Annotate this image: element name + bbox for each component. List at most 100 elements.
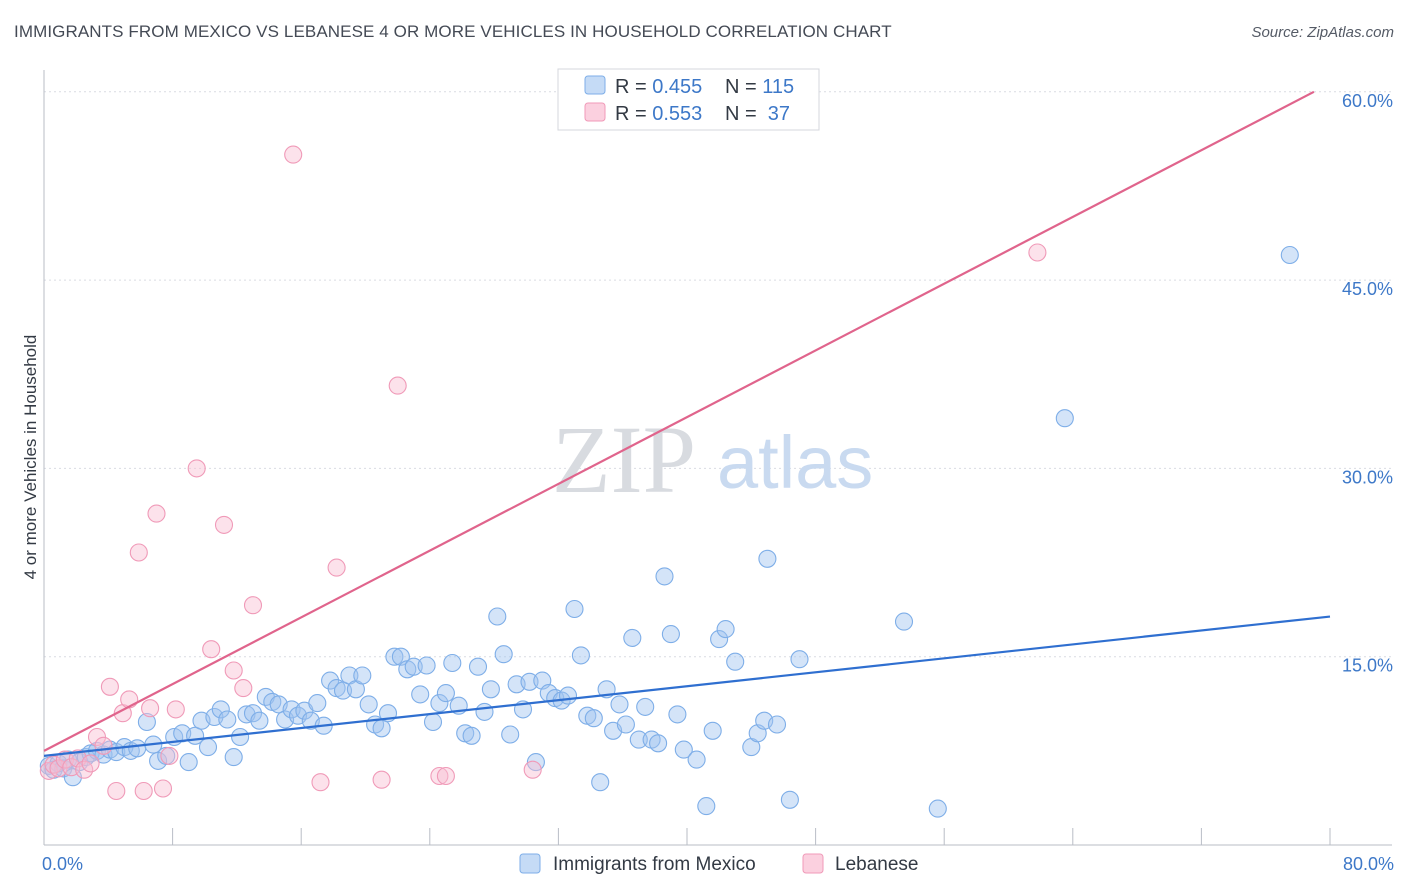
mexico-point-61: [430, 694, 449, 713]
lebanese-point-27: [284, 145, 303, 164]
legend-swatch-mexico: [584, 75, 606, 95]
lebanese-point-7: [81, 754, 100, 773]
mexico-point-69: [481, 680, 500, 699]
axes: [43, 70, 1392, 846]
lebanese-point-15: [134, 781, 153, 801]
lebanese-point-33: [436, 766, 455, 786]
grid-lines: [44, 91, 1392, 658]
legend-r-label: R =: [615, 103, 652, 125]
lebanese-point-21: [187, 459, 206, 478]
lebanese-point-9: [94, 736, 113, 755]
mexico-point-30: [231, 727, 250, 747]
svg-text:R = 0.455: R = 0.455: [615, 76, 702, 98]
mexico-point-16: [137, 712, 156, 732]
lebanese-trend-line: [43, 90, 1315, 752]
svg-text:N = 37: N = 37: [725, 103, 790, 125]
lebanese-point-18: [153, 779, 173, 798]
y-tick-label-2: 45.0%: [1342, 279, 1393, 299]
mexico-point-59: [417, 656, 436, 675]
mexico-point-52: [372, 719, 391, 738]
mexico-point-105: [726, 652, 745, 671]
legend-n-value: 115: [762, 76, 794, 98]
mexico-point-33: [250, 711, 269, 730]
chart-title: IMMIGRANTS FROM MEXICO VS LEBANESE 4 OR …: [14, 22, 892, 41]
svg-text:N = 115: N = 115: [725, 76, 794, 98]
lebanese-point-36: [1028, 243, 1047, 262]
y-tick-label-1: 30.0%: [1342, 467, 1393, 487]
mexico-point-109: [758, 549, 777, 568]
mexico-point-67: [468, 657, 488, 676]
mexico-point-99: [674, 740, 693, 759]
mexico-point-96: [655, 567, 674, 586]
lebanese-point-10: [100, 677, 119, 696]
legend-r-value: 0.553: [652, 103, 702, 125]
mexico-point-115: [1055, 409, 1074, 428]
top-legend: R = 0.455 N = 115 R = 0.553 N = 37: [557, 68, 820, 131]
lebanese-point-22: [202, 640, 221, 659]
mexico-point-66: [462, 726, 481, 745]
mexico-point-25: [198, 738, 218, 757]
lebanese-point-16: [141, 699, 160, 718]
mexico-point-90: [616, 715, 635, 734]
mexico-point-86: [591, 773, 610, 792]
mexico-point-98: [668, 705, 687, 724]
mexico-point-46: [333, 681, 353, 700]
mexico-point-44: [321, 671, 340, 690]
mexico-point-85: [584, 709, 603, 728]
mexico-point-54: [385, 647, 404, 666]
mexico-point-97: [661, 625, 680, 644]
source-credit: Source: ZipAtlas.com: [1251, 24, 1394, 41]
x-ticks: [43, 828, 1331, 845]
mexico-point-58: [411, 685, 430, 704]
bottom-legend: Immigrants from Mexico Lebanese: [519, 853, 918, 875]
series-lebanese-points: [39, 82, 1047, 801]
lebanese-point-34: [523, 760, 542, 779]
lebanese-point-3: [55, 750, 74, 769]
mexico-point-100: [687, 750, 706, 769]
watermark-atlas: atlas: [717, 421, 873, 504]
lebanese-point-26: [243, 596, 263, 615]
trend-lines: [43, 90, 1331, 757]
mexico-point-42: [308, 694, 327, 713]
mexico-point-70: [488, 607, 507, 626]
mexico-point-71: [494, 645, 513, 664]
y-tick-labels: 15.0% 30.0% 45.0% 60.0%: [1342, 91, 1393, 676]
mexico-point-62: [436, 684, 455, 703]
watermark-zip: ZIP: [552, 406, 696, 513]
mexico-point-103: [710, 630, 729, 649]
bottom-legend-label-lebanese: Lebanese: [835, 854, 918, 875]
x-tick-labels: 0.0% 80.0%: [42, 854, 1394, 874]
x-tick-label-0: 0.0%: [42, 854, 83, 874]
mexico-point-29: [224, 748, 243, 767]
bottom-legend-swatch-mexico: [519, 853, 541, 874]
lebanese-point-19: [160, 746, 179, 765]
bottom-legend-label-mexico: Immigrants from Mexico: [553, 854, 756, 875]
mexico-point-110: [767, 715, 787, 734]
mexico-point-50: [359, 695, 378, 714]
mexico-point-72: [501, 725, 520, 744]
mexico-point-32: [243, 704, 263, 723]
mexico-point-28: [218, 710, 237, 729]
legend-n-label: N =: [725, 103, 762, 125]
mexico-point-63: [443, 653, 462, 673]
mexico-point-15: [128, 739, 147, 758]
mexico-point-104: [716, 620, 735, 639]
mexico-point-111: [780, 790, 799, 809]
mexico-point-81: [558, 686, 578, 705]
svg-text:R = 0.553: R = 0.553: [615, 103, 702, 125]
lebanese-point-31: [388, 376, 407, 395]
lebanese-point-20: [166, 700, 185, 719]
mexico-point-68: [475, 702, 494, 721]
legend-swatch-lebanese: [584, 102, 606, 122]
lebanese-point-23: [214, 515, 234, 534]
lebanese-point-25: [234, 679, 253, 698]
mexico-point-57: [404, 657, 423, 676]
lebanese-point-11: [107, 781, 126, 801]
legend-r-value: 0.455: [652, 76, 702, 98]
mexico-point-22: [179, 753, 198, 772]
mexico-point-114: [928, 799, 947, 818]
bottom-legend-swatch-lebanese: [802, 853, 824, 874]
legend-r-label: R =: [615, 76, 652, 98]
mexico-point-113: [894, 612, 914, 631]
